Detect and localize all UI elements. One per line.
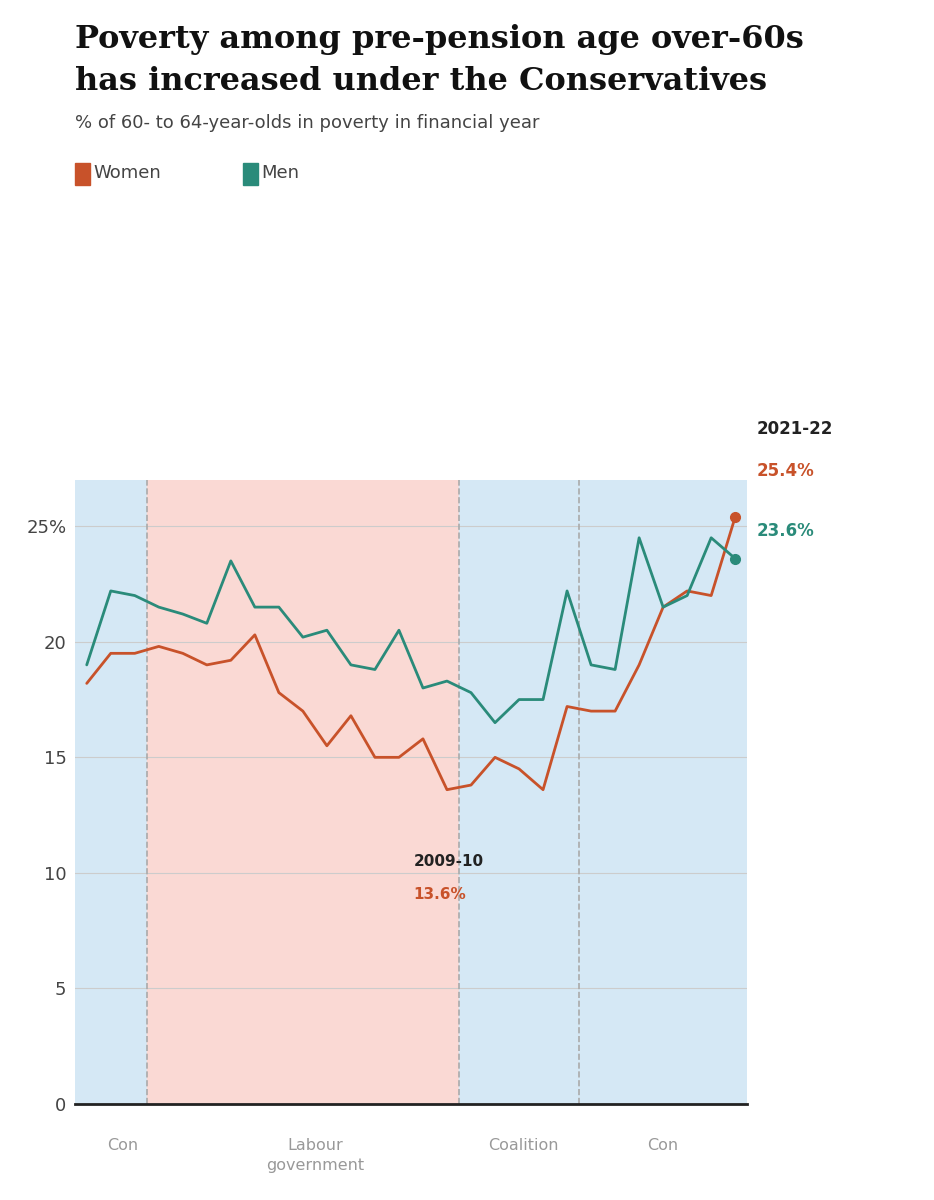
Text: 13.6%: 13.6%	[414, 887, 466, 901]
Text: % of 60- to 64-year-olds in poverty in financial year: % of 60- to 64-year-olds in poverty in f…	[75, 114, 539, 132]
Text: Coalition: Coalition	[488, 1139, 559, 1153]
Text: Labour
government: Labour government	[266, 1139, 364, 1174]
Text: 25.4%: 25.4%	[757, 462, 814, 480]
Text: 2021-22: 2021-22	[757, 420, 833, 438]
Bar	[579, 480, 747, 1104]
Text: 2009-10: 2009-10	[414, 854, 484, 869]
Text: Con: Con	[107, 1139, 138, 1153]
Text: Women: Women	[93, 164, 161, 182]
Text: Men: Men	[262, 164, 299, 182]
Bar	[147, 480, 459, 1104]
Text: Con: Con	[647, 1139, 679, 1153]
Text: Poverty among pre-pension age over-60s: Poverty among pre-pension age over-60s	[75, 24, 803, 55]
Text: has increased under the Conservatives: has increased under the Conservatives	[75, 66, 767, 97]
Bar	[459, 480, 579, 1104]
Bar	[75, 480, 147, 1104]
Text: 23.6%: 23.6%	[757, 522, 814, 540]
